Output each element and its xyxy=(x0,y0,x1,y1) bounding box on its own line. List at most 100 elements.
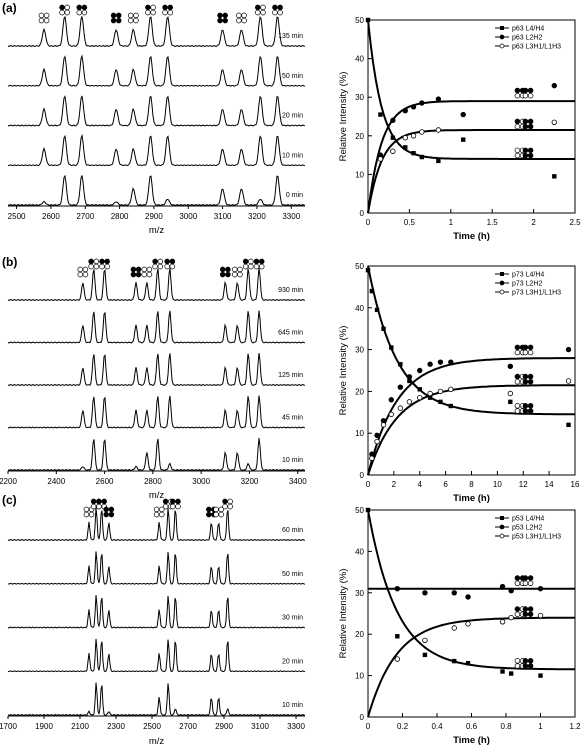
spectrum-trace xyxy=(7,551,306,585)
tetramer-glyph xyxy=(522,658,529,664)
tetramer-glyph xyxy=(145,9,151,16)
y-tick-label: 10 xyxy=(355,170,364,179)
tetramer-glyph xyxy=(116,17,122,24)
legend-label: p63 L3H1/L1H3 xyxy=(512,44,561,51)
data-point-open-circle xyxy=(374,438,380,445)
legend-label: p53 L2H2 xyxy=(512,525,542,532)
tetramer-glyph xyxy=(514,658,521,664)
x-tick-label: 2 xyxy=(531,218,536,227)
data-point-filled-circle xyxy=(437,359,444,365)
tetramer-glyph xyxy=(527,663,534,669)
data-point-filled-circle xyxy=(374,432,380,438)
tetramer-glyph xyxy=(522,373,529,380)
fit-curve xyxy=(367,384,575,476)
trace-time-label: 10 min xyxy=(282,457,303,464)
tetramer-glyph xyxy=(162,4,168,11)
x-tick-label: 2400 xyxy=(47,477,65,486)
tetramer-glyph xyxy=(90,498,97,505)
spectrum-trace xyxy=(7,268,306,301)
tetramer-glyph xyxy=(152,258,158,265)
tetramer-glyph xyxy=(222,503,228,510)
y-tick-label: 40 xyxy=(355,55,364,64)
tetramer-glyph xyxy=(77,266,84,273)
x-tick-label: 3300 xyxy=(287,722,305,731)
tetramer-glyph xyxy=(258,258,265,265)
tetramer-glyph xyxy=(253,263,260,270)
mass-spectrum: 60 min 50 min 30 min 20 min 10 min 1700 1900 21… xyxy=(0,498,306,747)
tetramer-glyph xyxy=(127,17,134,24)
tetramer-glyph xyxy=(522,403,529,409)
x-tick-label: 1 xyxy=(538,722,543,731)
legend-label: p73 L2H2 xyxy=(512,281,542,288)
tetramer-glyph xyxy=(133,12,139,19)
tetramer-glyph xyxy=(159,506,165,513)
tetramer-glyph xyxy=(135,271,142,278)
spectrum-trace xyxy=(7,310,306,344)
x-tick-label: 1 xyxy=(449,218,454,227)
tetramer-glyph xyxy=(527,611,534,617)
tetramer-glyph xyxy=(135,266,142,273)
legend-marker xyxy=(499,34,505,40)
tetramer-glyph xyxy=(514,575,521,581)
data-point-open-circle xyxy=(451,625,457,631)
data-point-filled-circle xyxy=(417,367,423,374)
data-point-square xyxy=(417,387,422,392)
x-tick-label: 16 xyxy=(571,480,580,489)
data-point-open-circle xyxy=(417,394,423,401)
tetramer-glyph xyxy=(77,271,84,278)
tetramer-glyph xyxy=(225,271,231,278)
data-point-filled-circle xyxy=(394,585,401,592)
tetramer-glyph xyxy=(108,511,115,518)
y-tick-label: 30 xyxy=(355,346,364,355)
tetramer-glyph xyxy=(141,266,147,273)
tetramer-glyph xyxy=(219,266,226,273)
tetramer-glyph xyxy=(514,408,521,414)
tetramer-glyph xyxy=(133,17,139,24)
tetramer-glyph xyxy=(514,580,521,587)
tetramer-glyph xyxy=(170,498,176,505)
tetramer-glyph xyxy=(206,506,212,513)
legend-label: p63 L4/H4 xyxy=(512,26,544,33)
x-tick-label: 1.5 xyxy=(487,218,499,227)
x-tick-label: 3400 xyxy=(289,477,307,486)
tetramer-glyph xyxy=(93,258,100,265)
tetramer-glyph xyxy=(242,263,249,270)
data-point-open-circle xyxy=(507,390,514,397)
tetramer-glyph xyxy=(104,263,110,270)
data-point-square xyxy=(465,660,471,666)
trace-time-label: 135 min xyxy=(278,33,303,40)
tetramer-glyph xyxy=(83,506,90,513)
data-point-open-circle xyxy=(410,133,417,139)
tetramer-glyph xyxy=(150,9,156,16)
data-point-filled-circle xyxy=(460,111,466,118)
tetramer-glyph xyxy=(150,4,156,11)
x-axis-label: Time (h) xyxy=(453,735,490,746)
fit-curve xyxy=(367,509,575,671)
tetramer-glyph xyxy=(272,9,278,16)
tetramer-glyph xyxy=(514,147,521,154)
tetramer-glyph xyxy=(260,4,266,11)
y-tick-label: 0 xyxy=(360,471,365,480)
tetramer-glyph xyxy=(236,12,242,19)
tetramer-glyph xyxy=(514,606,521,612)
y-tick-label: 20 xyxy=(355,387,364,396)
spectrum-trace xyxy=(7,174,306,206)
y-tick-label: 40 xyxy=(355,547,364,556)
tetramer-glyph xyxy=(88,258,94,265)
tetramer-glyph xyxy=(232,271,238,278)
tetramer-glyph xyxy=(522,87,529,94)
tetramer-glyph xyxy=(64,4,71,11)
data-point-square xyxy=(411,150,416,156)
trace-time-label: 45 min xyxy=(282,415,303,422)
x-tick-label: 1700 xyxy=(0,722,17,731)
data-point-filled-circle xyxy=(410,104,417,110)
tetramer-glyph xyxy=(104,258,110,265)
tetramer-glyph xyxy=(99,258,105,265)
legend-marker xyxy=(499,524,505,530)
legend-marker xyxy=(500,516,504,520)
data-point-square xyxy=(508,671,514,676)
tetramer-glyph xyxy=(514,611,521,617)
data-point-square xyxy=(395,634,400,639)
tetramer-glyph xyxy=(59,4,65,11)
